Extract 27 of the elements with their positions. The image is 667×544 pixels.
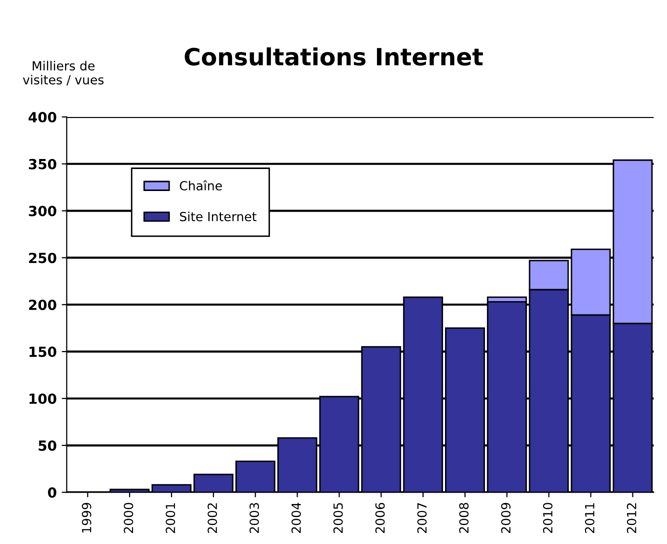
y-axis-title: Milliers de visites / vues	[22, 60, 104, 86]
x-tick-label: 2009	[501, 502, 511, 533]
x-tick-label: 2008	[459, 502, 469, 533]
x-tick-label: 2006	[375, 502, 385, 533]
x-tick-label: 2004	[291, 502, 301, 533]
y-tick-label: 150	[30, 346, 56, 358]
y-tick-label: 50	[38, 440, 56, 451]
x-tick-label: 2000	[124, 502, 134, 533]
chart-title: Consultations Internet	[184, 47, 483, 66]
y-tick-label: 300	[28, 206, 56, 216]
y-tick-label: 100	[30, 393, 56, 404]
x-tick-label: 2011	[584, 503, 594, 533]
x-tick-label: 2001	[166, 503, 176, 533]
y-tick-label: 400	[28, 112, 56, 122]
x-tick-label: 2007	[417, 503, 427, 533]
legend-label: Site Internet	[180, 212, 256, 222]
legend-label: Chaîne	[180, 180, 222, 190]
x-tick-label: 2003	[250, 503, 259, 533]
x-tick-label: 2005	[333, 503, 343, 533]
y-tick-label: 200	[29, 300, 56, 310]
x-tick-label: 2002	[208, 503, 218, 533]
x-tick-label: 2010	[543, 502, 552, 533]
x-tick-label: 2012	[626, 503, 636, 533]
y-tick-label: 250	[29, 252, 56, 264]
y-tick-label: 350	[28, 158, 56, 170]
x-tick-label: 1999	[82, 502, 92, 532]
y-tick-label: 0	[48, 487, 56, 498]
